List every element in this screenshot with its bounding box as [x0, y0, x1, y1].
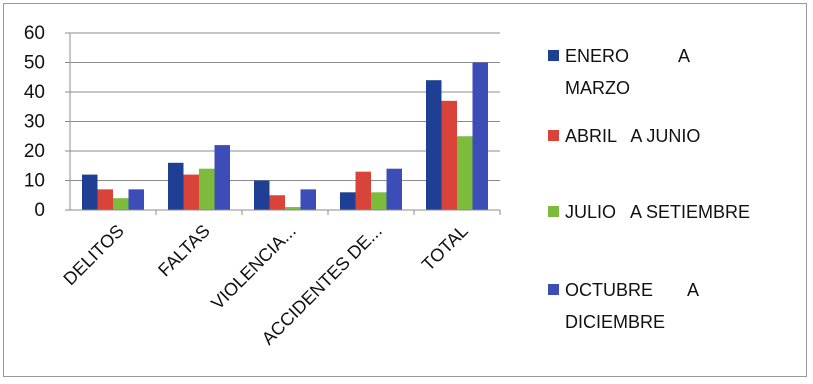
legend-swatch	[548, 50, 559, 61]
bar	[386, 168, 402, 210]
y-tick-label: 0	[34, 200, 45, 221]
y-axis: 0 10 20 30 40 50 60	[24, 23, 71, 221]
bar	[472, 62, 488, 210]
bar	[254, 180, 270, 210]
bar	[168, 162, 184, 210]
y-tick-label: 40	[24, 82, 45, 103]
x-tick-label: TOTAL	[418, 221, 472, 275]
y-tick-label: 10	[24, 171, 45, 192]
bar	[426, 80, 442, 210]
bar	[113, 198, 129, 210]
y-tick-label: 60	[24, 23, 45, 44]
bars	[82, 62, 488, 210]
bar	[183, 174, 199, 210]
legend-label: MARZO	[565, 78, 630, 98]
legend-label: DICIEMBRE	[565, 312, 665, 332]
bar	[340, 192, 356, 210]
x-tick-label: FALTAS	[154, 221, 214, 281]
legend-swatch	[548, 284, 559, 295]
bar	[457, 136, 473, 210]
bar	[97, 189, 113, 210]
legend-label: ABRIL A JUNIO	[565, 126, 700, 146]
bar	[199, 168, 215, 210]
x-tick-label: VIOLENCIA...	[207, 221, 300, 314]
legend-label: JULIO A SETIEMBRE	[565, 202, 750, 222]
legend-label: OCTUBRE A	[565, 280, 699, 300]
bar	[371, 192, 387, 210]
legend-swatch	[548, 130, 559, 141]
bar	[269, 195, 285, 210]
legend-swatch	[548, 206, 559, 217]
y-tick-label: 50	[24, 53, 45, 74]
bar	[300, 189, 316, 210]
x-tick-label: DELITOS	[59, 221, 127, 289]
bar	[128, 189, 144, 210]
y-tick-label: 20	[24, 141, 45, 162]
bar	[82, 174, 98, 210]
bar	[285, 207, 301, 210]
bar	[355, 171, 371, 210]
bar	[214, 145, 230, 210]
legend: ENERO A MARZO ABRIL A JUNIO JULIO A SETIEMB…	[548, 46, 750, 332]
y-tick-label: 30	[24, 112, 45, 133]
legend-label: ENERO A	[565, 46, 690, 66]
bar	[441, 100, 457, 210]
